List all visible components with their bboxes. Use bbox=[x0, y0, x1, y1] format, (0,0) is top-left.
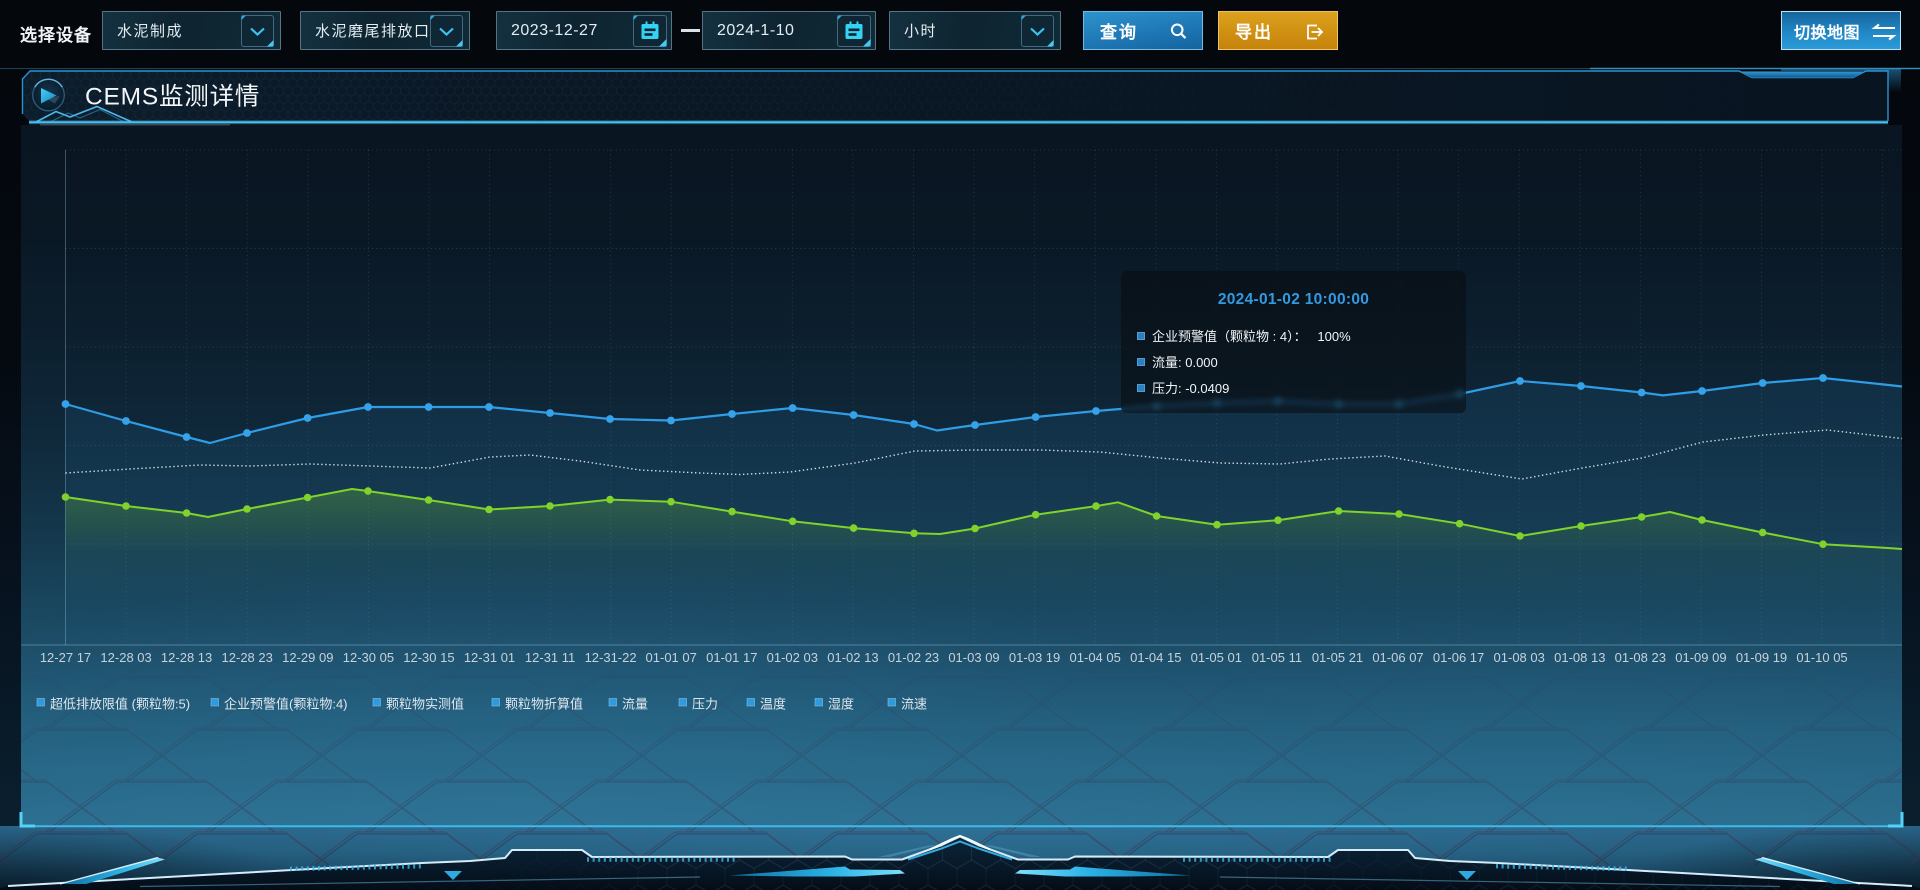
svg-text:01-08 13: 01-08 13 bbox=[1554, 650, 1605, 665]
svg-text:12-30 05: 12-30 05 bbox=[343, 650, 394, 665]
svg-text:12-27 17: 12-27 17 bbox=[40, 650, 91, 665]
svg-text:12-28 13: 12-28 13 bbox=[161, 650, 212, 665]
svg-text:01-08 03: 01-08 03 bbox=[1494, 650, 1545, 665]
svg-text:01-08 23: 01-08 23 bbox=[1615, 650, 1666, 665]
svg-text:01-05 11: 01-05 11 bbox=[1252, 650, 1302, 665]
svg-text:01-05 21: 01-05 21 bbox=[1312, 650, 1363, 665]
svg-text:01-06 17: 01-06 17 bbox=[1433, 650, 1484, 665]
svg-text:01-01 17: 01-01 17 bbox=[706, 650, 757, 665]
svg-text:12-29 09: 12-29 09 bbox=[282, 650, 333, 665]
svg-text:12-31-22: 12-31-22 bbox=[585, 650, 637, 665]
svg-text:压力: 压力 bbox=[692, 697, 718, 712]
svg-text:超低排放限值 (颗粒物:5): 超低排放限值 (颗粒物:5) bbox=[50, 697, 190, 712]
svg-text:01-06 07: 01-06 07 bbox=[1372, 650, 1423, 665]
svg-text:12-31 01: 12-31 01 bbox=[464, 650, 515, 665]
svg-text:颗粒物实测值: 颗粒物实测值 bbox=[386, 697, 464, 712]
svg-text:01-01 07: 01-01 07 bbox=[646, 650, 697, 665]
svg-text:12-28 03: 12-28 03 bbox=[100, 650, 151, 665]
svg-text:颗粒物折算值: 颗粒物折算值 bbox=[505, 697, 583, 712]
svg-text:湿度: 湿度 bbox=[828, 697, 854, 712]
svg-text:CEMS监测详情: CEMS监测详情 bbox=[85, 83, 260, 111]
svg-text:温度: 温度 bbox=[760, 697, 786, 712]
svg-text:01-03 09: 01-03 09 bbox=[948, 650, 999, 665]
svg-text:12-30 15: 12-30 15 bbox=[403, 650, 454, 665]
svg-text:01-10 05: 01-10 05 bbox=[1796, 650, 1847, 665]
svg-text:流量: 流量 bbox=[622, 697, 648, 712]
svg-text:01-04 05: 01-04 05 bbox=[1070, 650, 1121, 665]
svg-text:01-03 19: 01-03 19 bbox=[1009, 650, 1060, 665]
svg-text:01-02 13: 01-02 13 bbox=[827, 650, 878, 665]
svg-text:企业预警值(颗粒物:4): 企业预警值(颗粒物:4) bbox=[224, 697, 348, 712]
svg-text:01-09 09: 01-09 09 bbox=[1675, 650, 1726, 665]
svg-text:01-05 01: 01-05 01 bbox=[1191, 650, 1242, 665]
svg-text:12-31 11: 12-31 11 bbox=[525, 650, 575, 665]
svg-text:01-02 03: 01-02 03 bbox=[767, 650, 818, 665]
svg-text:12-28 23: 12-28 23 bbox=[222, 650, 273, 665]
svg-text:01-02 23: 01-02 23 bbox=[888, 650, 939, 665]
svg-text:01-09 19: 01-09 19 bbox=[1736, 650, 1787, 665]
svg-text:01-04 15: 01-04 15 bbox=[1130, 650, 1181, 665]
svg-text:流速: 流速 bbox=[901, 697, 927, 712]
